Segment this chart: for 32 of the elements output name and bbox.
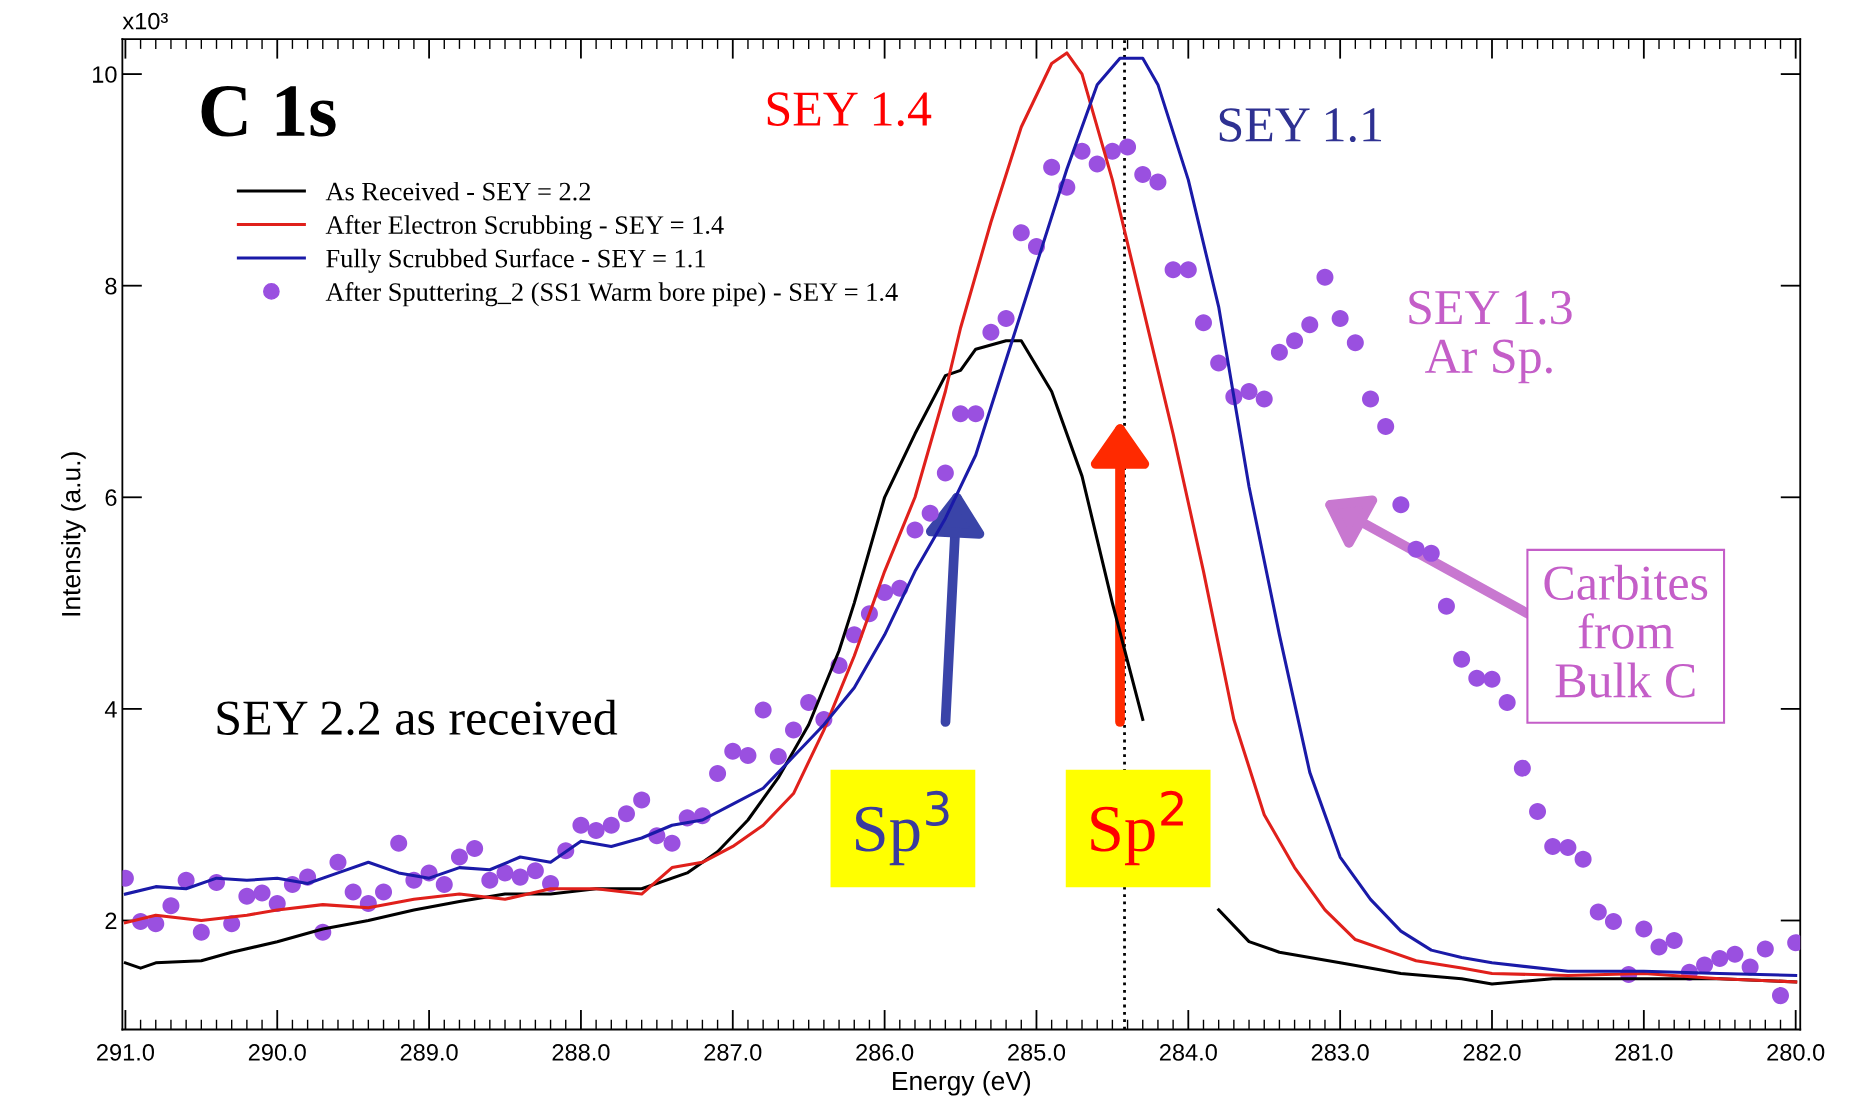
x-tick-label: 284.0 [1159,1043,1217,1061]
x-tick-label: 286.0 [856,1043,914,1061]
legend-label: As Received - SEY = 2.2 [325,181,591,201]
annotation: SEY 1.3 Ar Sp. [1409,290,1572,384]
x-tick-label: 290.0 [248,1043,306,1061]
annotation: SEY 1.4 [767,92,932,127]
legend-label: Fully Scrubbed Surface - SEY = 1.1 [326,248,705,273]
annotation: Sp$^{2}$ [1091,790,1183,866]
legend-label: After Sputtering_2 (SS1 Warm bore pipe) - SEY = 1.4 [325,282,898,307]
x-tick-label: 288.0 [552,1043,610,1061]
y-axis-title: Intensity (a.u.) [61,452,86,616]
y-tick-label: 4 [104,701,117,718]
x-tick-label: 280.0 [1767,1043,1825,1061]
annotation: SEY 1.1 [1219,108,1382,143]
x-tick-label: 287.0 [704,1043,762,1061]
annotation: SEY 2.2 as received [217,699,618,736]
x-tick-label: 289.0 [400,1043,458,1061]
x-tick-label: 291.0 [97,1043,155,1061]
x-tick-label: 281.0 [1615,1043,1673,1061]
x-tick-label: 283.0 [1311,1043,1369,1061]
y-tick-label: 2 [105,912,117,930]
legend-label: After Electron Scrubbing - SEY = 1.4 [325,215,724,240]
x-tick-label: 285.0 [1008,1043,1066,1061]
x-axis-title: Energy (eV) [893,1070,1031,1096]
y-tick-label: 6 [105,489,117,507]
y-tick-label: 8 [105,277,117,295]
x-tick-label: 282.0 [1463,1043,1521,1061]
text: x10³ [122,12,168,30]
annotation: Sp$^{3}$ [856,790,949,866]
annotation: Carbites from Bulk C [1544,564,1708,698]
chart-title: C 1s [201,86,336,137]
y-tick-label: 10 [93,66,117,83]
